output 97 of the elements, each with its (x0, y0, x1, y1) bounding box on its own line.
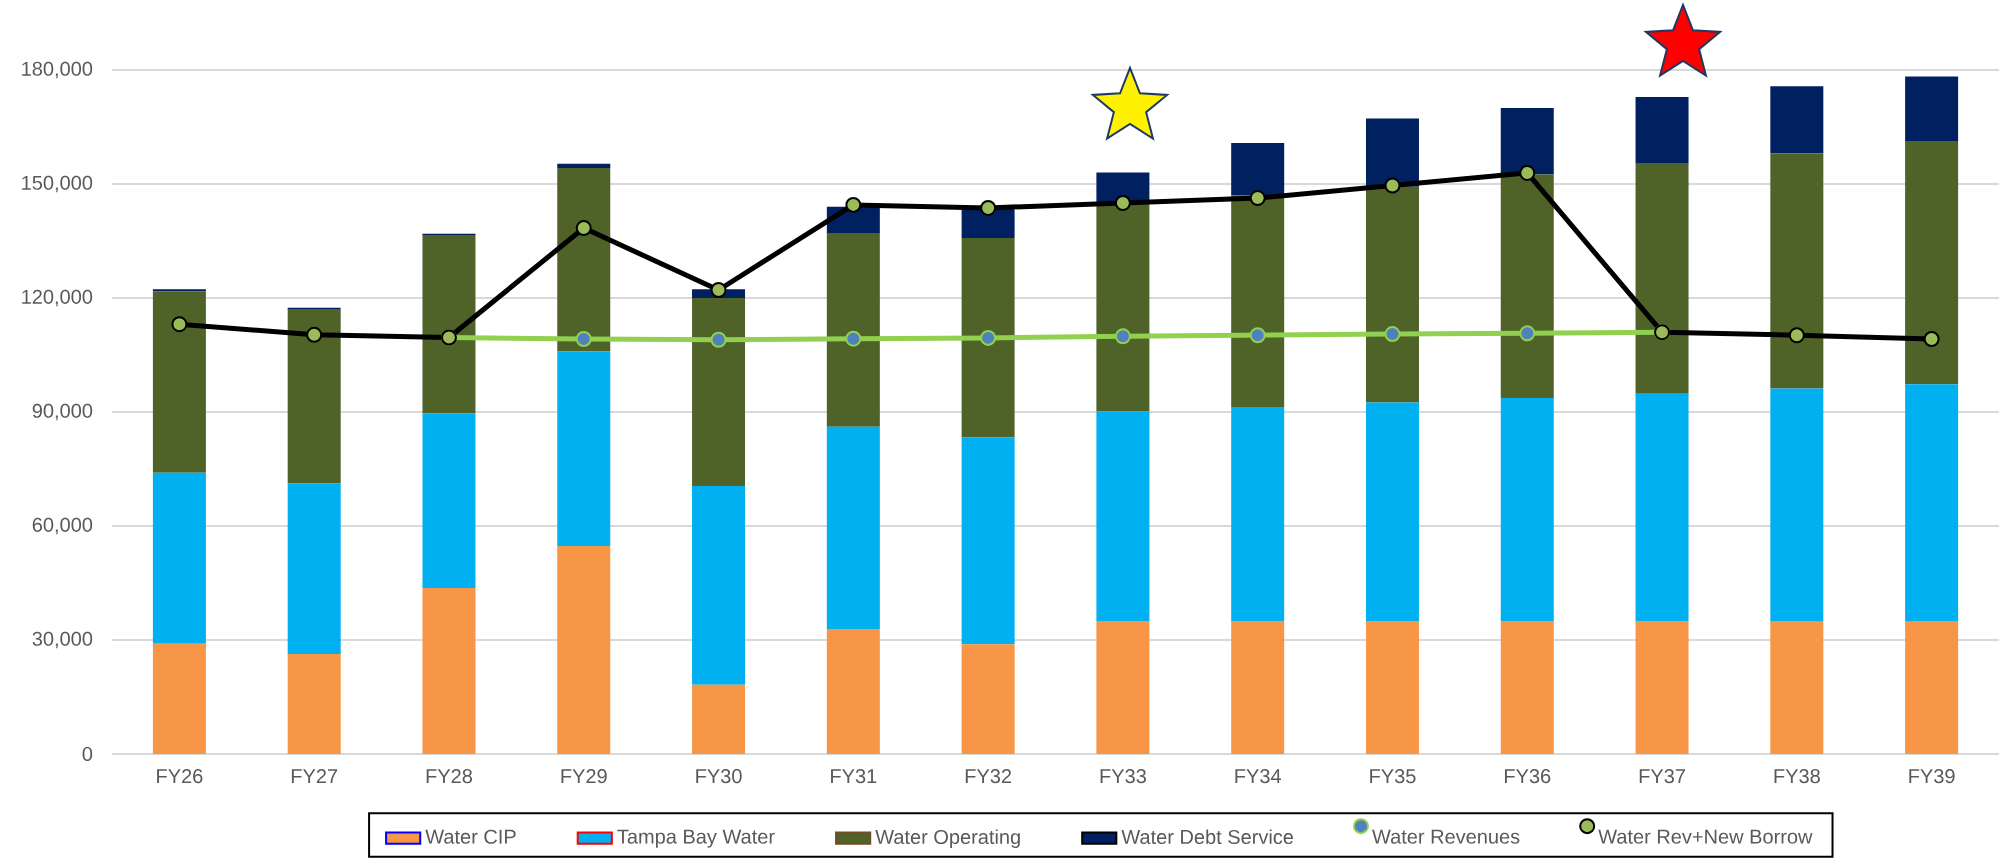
bar (1635, 163, 1689, 394)
x-tick-label: FY26 (157, 769, 203, 784)
x-tick-label: FY28 (426, 769, 473, 784)
legend-label: Water Revenues (1372, 829, 1520, 844)
y-tick-label: 90,000 (32, 403, 93, 421)
point (1114, 194, 1131, 211)
x-tick-label: FY27 (291, 769, 338, 784)
bar (1500, 397, 1554, 621)
x-tick-label: FY33 (1100, 769, 1146, 784)
bar (152, 643, 206, 754)
bar (1770, 86, 1824, 154)
point (575, 331, 592, 348)
bar (557, 163, 611, 169)
x-tick-label: FY32 (965, 769, 1012, 784)
legend-label: Water Rev+New Borrow (1598, 829, 1813, 844)
bar (422, 413, 476, 588)
x-tick-label: FY36 (1504, 769, 1551, 784)
bar (1770, 620, 1824, 754)
bar (1231, 407, 1285, 621)
bar (1635, 96, 1689, 164)
point (710, 331, 727, 348)
bar (1770, 388, 1824, 621)
point (1923, 331, 1940, 348)
legend-label: Tampa Bay Water (617, 829, 775, 848)
point (1519, 164, 1536, 181)
bar (1500, 107, 1554, 175)
point (1249, 190, 1266, 207)
x-tick-label: FY29 (561, 769, 607, 784)
bar (1231, 195, 1285, 408)
bar (1365, 620, 1419, 754)
bar (1365, 402, 1419, 621)
bar (557, 168, 611, 352)
bar (287, 483, 341, 655)
point (1249, 327, 1266, 344)
bar (692, 684, 746, 754)
point (980, 199, 997, 216)
bar (1096, 202, 1150, 412)
point (171, 316, 188, 333)
bar (1905, 620, 1959, 754)
bar (1905, 384, 1959, 621)
bar (422, 587, 476, 754)
point (710, 282, 727, 298)
y-tick-label: 30,000 (32, 631, 93, 649)
bar (1231, 142, 1285, 196)
x-tick-label: FY39 (1909, 769, 1955, 784)
bar (961, 208, 1015, 238)
legend-label: Water Operating (875, 829, 1020, 849)
bar (1770, 153, 1824, 389)
y-tick-label: 180,000 (22, 61, 93, 79)
point (1788, 327, 1805, 344)
x-tick-label: FY37 (1639, 769, 1685, 784)
bar (1500, 620, 1554, 754)
bar (1096, 411, 1150, 621)
point (1519, 325, 1536, 342)
legend-label: Water Debt Service (1121, 829, 1294, 845)
y-tick-label: 60,000 (32, 517, 93, 535)
bar (152, 291, 206, 473)
bar (557, 351, 611, 547)
bar (1635, 393, 1689, 621)
bar (961, 237, 1015, 438)
point (845, 196, 862, 213)
bar (826, 628, 880, 754)
bar (1231, 620, 1285, 754)
point (1114, 328, 1131, 345)
x-tick-label: FY30 (696, 769, 742, 784)
bar (826, 233, 880, 427)
point (845, 330, 862, 347)
bar (557, 546, 611, 754)
point (980, 329, 997, 346)
bar (1905, 76, 1959, 142)
x-tick-label: FY38 (1774, 769, 1820, 784)
bar (692, 297, 746, 487)
bar (152, 472, 206, 644)
point (1384, 326, 1401, 343)
bar (1365, 186, 1419, 403)
bar (287, 654, 341, 754)
point (306, 326, 323, 343)
bar (1096, 620, 1150, 754)
x-tick-label: FY31 (831, 769, 877, 784)
bar (287, 309, 341, 484)
bar (1635, 620, 1689, 754)
point (575, 220, 592, 237)
x-tick-label: FY35 (1370, 769, 1416, 784)
y-tick-label: 150,000 (22, 175, 93, 193)
bar (422, 235, 476, 414)
y-tick-label: 120,000 (22, 289, 93, 307)
bar (1500, 174, 1554, 398)
bar (961, 437, 1015, 645)
bar (826, 426, 880, 629)
legend-label: Water CIP (425, 829, 516, 844)
point (1384, 177, 1401, 194)
bar (692, 486, 746, 685)
y-tick-label: 0 (82, 746, 93, 762)
bar (1365, 118, 1419, 187)
bar (1905, 141, 1959, 385)
bar (961, 644, 1015, 754)
x-tick-label: FY34 (1235, 769, 1281, 784)
